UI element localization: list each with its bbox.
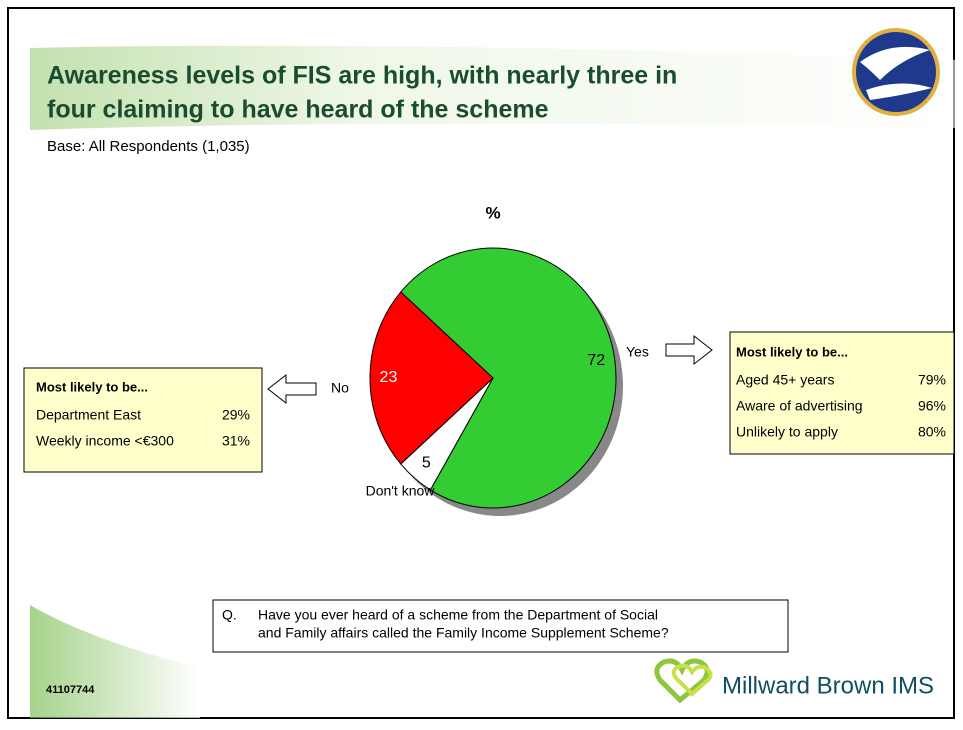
callout-box [23, 367, 263, 473]
title: Awareness levels of FIS are high, with n… [47, 62, 677, 90]
question-text: and Family affairs called the Family Inc… [258, 625, 669, 641]
logo [852, 28, 940, 116]
value-label: 5 [422, 454, 431, 471]
title-band [30, 45, 960, 130]
value-label: 72 [587, 352, 605, 369]
callout-label: Aware of advertising [736, 398, 863, 414]
category-label: Don't know [366, 483, 436, 499]
footer-band [30, 605, 200, 718]
brand-name: Millward Brown IMS [722, 672, 934, 699]
category-label: Yes [626, 344, 649, 360]
base-note: Base: All Respondents (1,035) [47, 138, 250, 155]
callout-value: 29% [222, 407, 250, 423]
question-text: Have you ever heard of a scheme from the… [258, 607, 658, 623]
callout-value: 79% [918, 372, 946, 388]
callout-box [729, 331, 955, 455]
callout-value: 31% [222, 433, 250, 449]
question-label: Q. [222, 607, 237, 623]
value-label: 23 [380, 369, 398, 386]
title: four claiming to have heard of the schem… [47, 96, 549, 124]
pie: 72 Yes 5 Don't know 23 No [331, 247, 649, 509]
pie-slice [400, 247, 617, 509]
callout-heading: Most likely to be... [736, 344, 848, 359]
callout-label: Aged 45+ years [736, 372, 834, 388]
callout-value: 96% [918, 398, 946, 414]
category-label: No [331, 380, 349, 396]
pie-slice [369, 291, 494, 465]
arrow-left [267, 373, 317, 405]
callout-label: Weekly income <€300 [36, 433, 174, 449]
callouts: Most likely to be... Aged 45+ years 79% Awa… [36, 344, 946, 448]
chart-title: % [485, 203, 500, 222]
callout-label: Department East [36, 407, 141, 423]
callout-heading: Most likely to be... [36, 379, 148, 394]
arrow-right [665, 334, 713, 366]
callout-label: Unlikely to apply [736, 424, 838, 440]
brand-logo [654, 658, 713, 704]
question-box [212, 599, 789, 653]
footer-code: 41107744 [46, 684, 95, 696]
callout-value: 80% [918, 424, 946, 440]
